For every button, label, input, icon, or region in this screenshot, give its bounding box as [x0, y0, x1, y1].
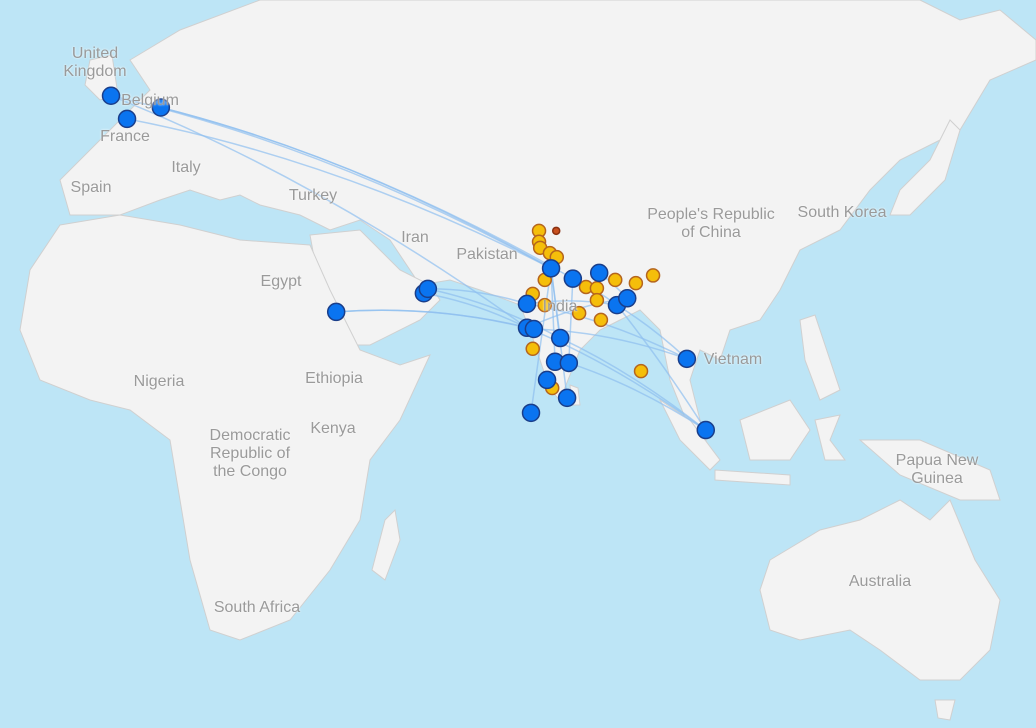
- land-sulawesi: [814, 414, 846, 461]
- yellow-marker[interactable]: [537, 297, 553, 313]
- yellow-marker[interactable]: [593, 312, 609, 328]
- yellow-marker[interactable]: [525, 341, 540, 357]
- land-borneo: [739, 399, 811, 461]
- country-label: Democratic Republic of the Congo: [209, 427, 291, 480]
- route-line: [616, 304, 707, 431]
- country-label: Australia: [848, 573, 912, 590]
- land-madagascar: [371, 508, 401, 581]
- land-australia: [759, 499, 1001, 681]
- blue-marker[interactable]: [524, 319, 544, 339]
- country-label: Pakistan: [456, 246, 518, 263]
- route-line: [568, 362, 707, 431]
- country-label: People's Republic of China: [647, 206, 775, 241]
- route-line: [423, 292, 528, 329]
- country-label: Italy: [171, 159, 201, 176]
- route-line: [110, 95, 528, 329]
- markers: [101, 86, 716, 440]
- blue-marker[interactable]: [559, 353, 579, 373]
- country-label: South Africa: [213, 599, 301, 616]
- land-japan: [889, 119, 961, 216]
- blue-marker[interactable]: [557, 388, 577, 408]
- yellow-marker[interactable]: [589, 292, 605, 308]
- route-line: [427, 288, 561, 339]
- country-label: Egypt: [260, 273, 302, 290]
- route-line: [559, 337, 707, 431]
- country-label: Spain: [70, 179, 112, 196]
- blue-marker[interactable]: [677, 349, 697, 369]
- blue-marker[interactable]: [418, 279, 438, 299]
- land-new-guinea: [858, 439, 1001, 501]
- country-label: Nigeria: [133, 373, 185, 390]
- route-line: [427, 288, 528, 305]
- yellow-marker[interactable]: [571, 305, 587, 321]
- blue-marker[interactable]: [541, 259, 561, 278]
- blue-marker[interactable]: [117, 109, 137, 129]
- land-java: [714, 469, 791, 486]
- land-eurasia: [59, 0, 1036, 442]
- country-label: Belgium: [121, 92, 179, 109]
- yellow-marker[interactable]: [589, 280, 605, 296]
- route-line: [126, 118, 552, 269]
- landmasses: [19, 0, 1036, 721]
- country-label: France: [100, 128, 150, 145]
- country-label: Papua New Guinea: [895, 452, 979, 487]
- country-label: United Kingdom: [63, 45, 127, 80]
- red-marker[interactable]: [551, 226, 561, 236]
- blue-marker[interactable]: [537, 370, 557, 390]
- blue-marker[interactable]: [550, 328, 570, 348]
- country-label: South Korea: [797, 204, 887, 221]
- yellow-marker[interactable]: [607, 272, 623, 288]
- country-label: India: [542, 298, 578, 315]
- route-line: [336, 309, 535, 330]
- land-philippines: [799, 314, 841, 401]
- blue-marker[interactable]: [563, 269, 583, 288]
- country-label: Vietnam: [703, 351, 763, 368]
- blue-marker[interactable]: [521, 403, 541, 423]
- country-label: Ethiopia: [305, 370, 363, 387]
- blue-marker[interactable]: [618, 289, 637, 308]
- route-line: [160, 106, 574, 280]
- land-tasmania: [934, 699, 956, 721]
- blue-marker[interactable]: [101, 86, 121, 106]
- blue-marker[interactable]: [696, 420, 716, 440]
- blue-marker[interactable]: [151, 98, 171, 117]
- route-line: [110, 95, 552, 269]
- country-label: Iran: [401, 229, 429, 246]
- yellow-marker[interactable]: [645, 268, 661, 283]
- country-label: Kenya: [310, 420, 356, 437]
- yellow-marker[interactable]: [628, 275, 644, 291]
- route-line: [533, 328, 688, 360]
- route-line: [526, 327, 707, 431]
- yellow-marker[interactable]: [633, 363, 649, 379]
- blue-marker[interactable]: [517, 294, 537, 314]
- land-africa: [19, 214, 431, 641]
- blue-marker[interactable]: [589, 263, 609, 283]
- country-label: Turkey: [288, 187, 338, 204]
- blue-marker[interactable]: [326, 302, 346, 322]
